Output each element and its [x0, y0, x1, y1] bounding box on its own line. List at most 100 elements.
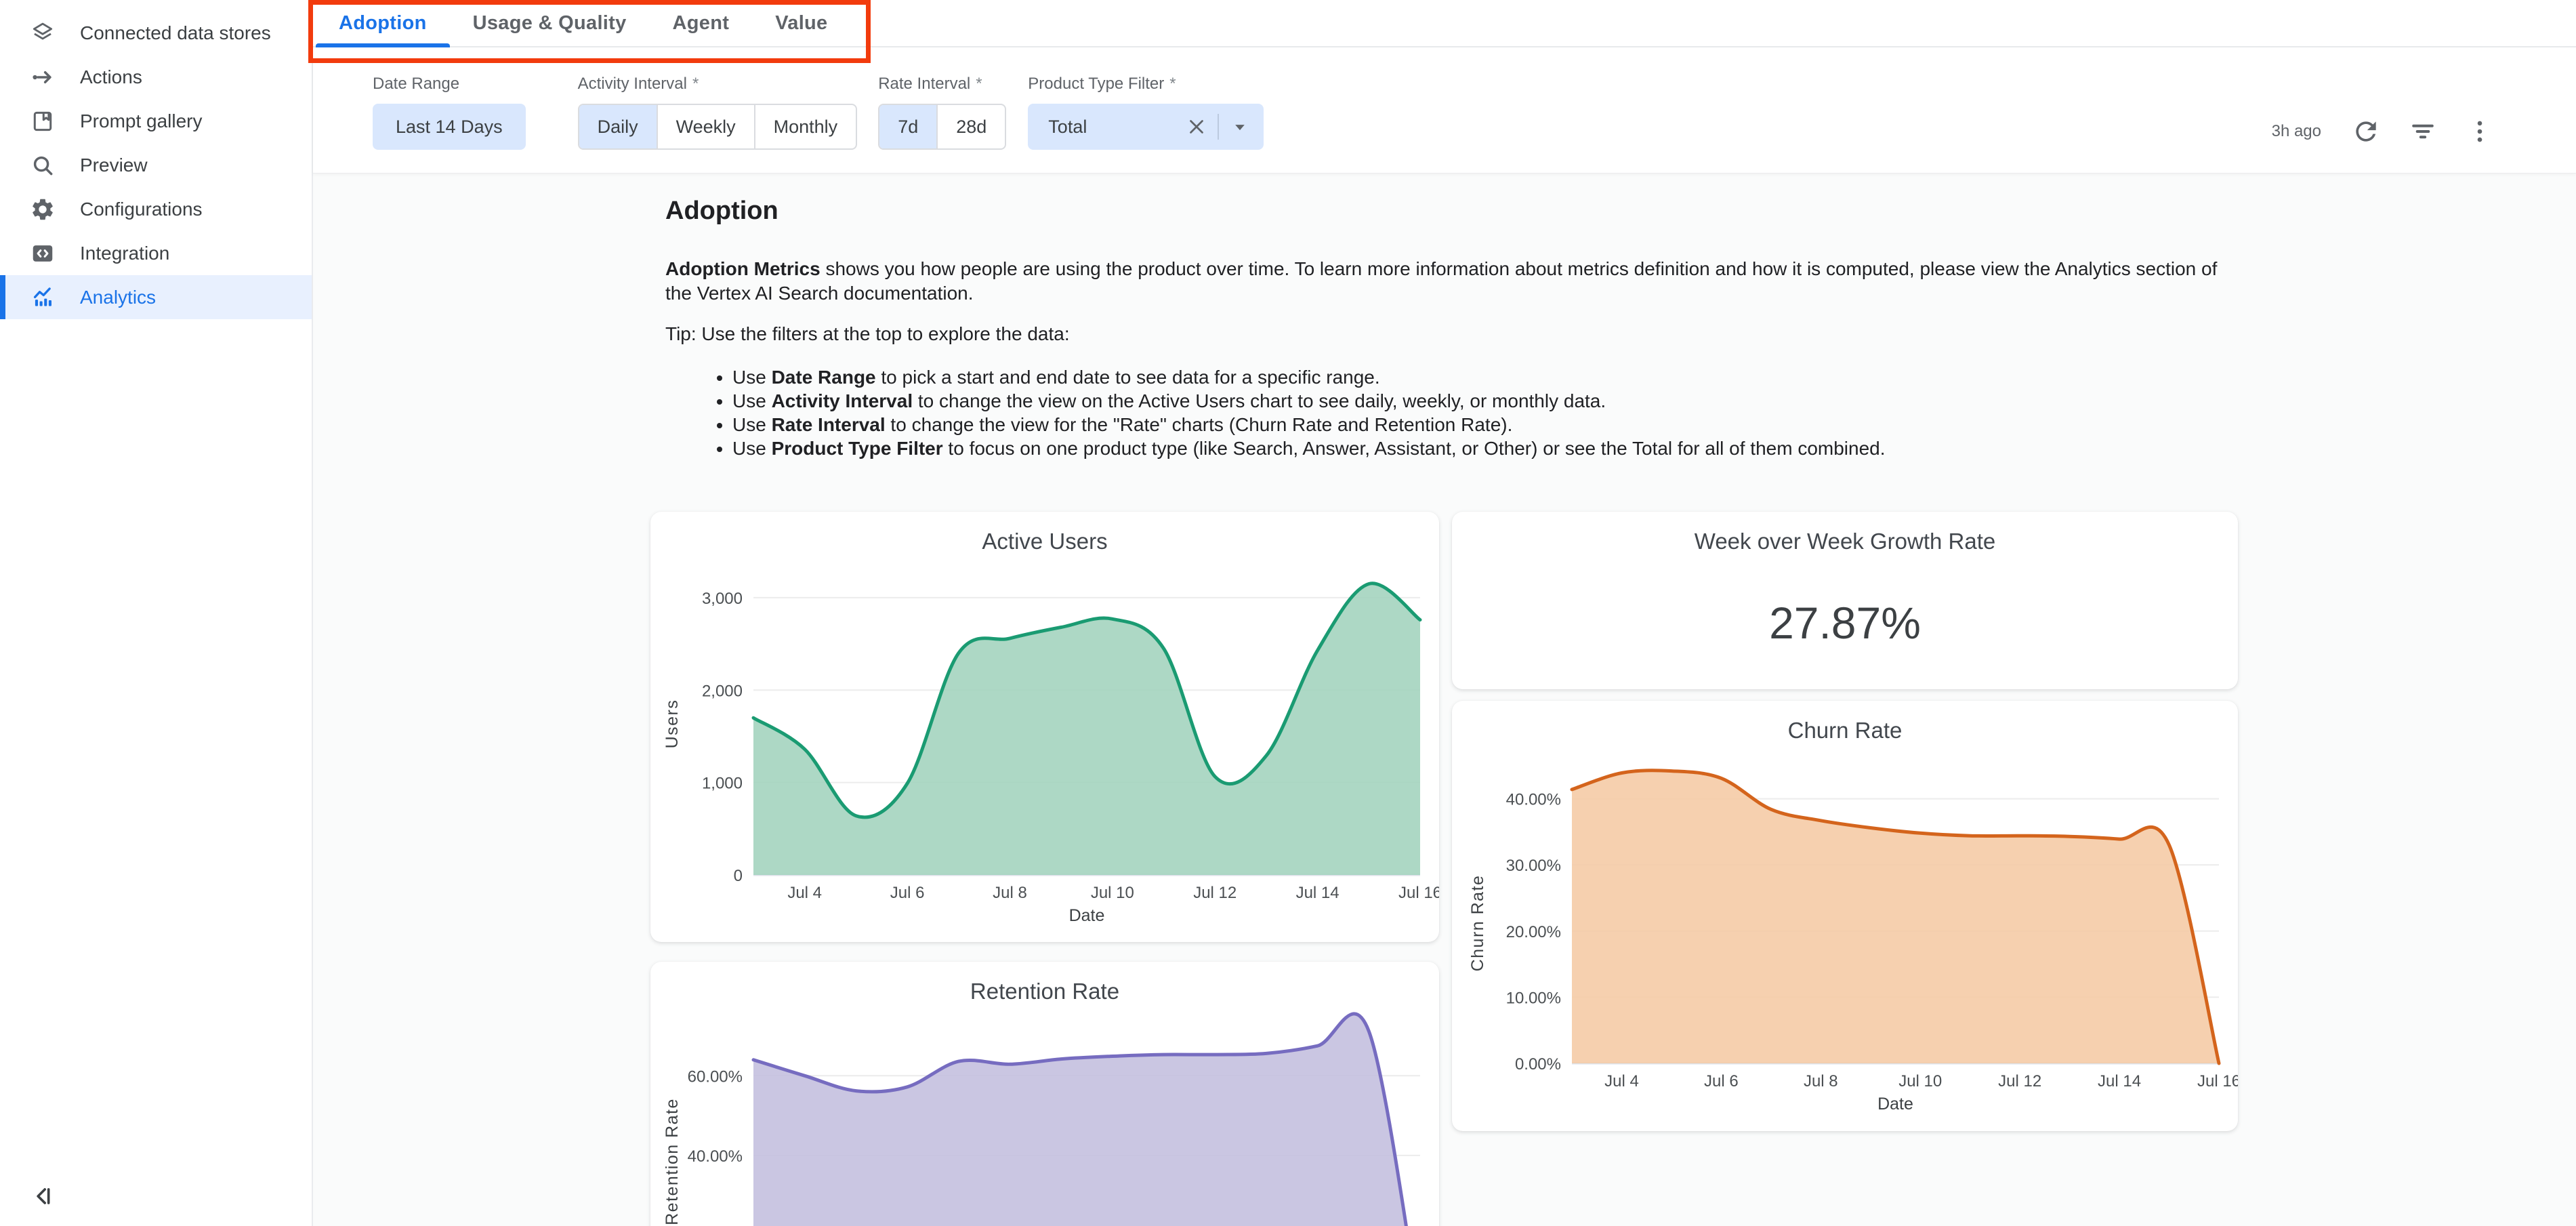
- clear-icon[interactable]: [1185, 115, 1208, 138]
- sidebar-item-integration[interactable]: Integration: [0, 231, 312, 275]
- rate-interval-segmented-control: 7d 28d: [878, 104, 1006, 150]
- last-updated-text: 3h ago: [2272, 122, 2321, 141]
- sidebar: Connected data stores Actions Prompt gal…: [0, 0, 313, 1226]
- growth-rate-value: 27.87%: [1452, 597, 2238, 649]
- activity-option-daily[interactable]: Daily: [579, 105, 658, 148]
- filter-bar: Date Range Last 14 Days Activity Interva…: [313, 47, 2576, 173]
- required-asterisk: *: [976, 75, 982, 93]
- required-asterisk: *: [692, 75, 699, 93]
- sidebar-item-configurations[interactable]: Configurations: [0, 187, 312, 231]
- sidebar-item-label: Actions: [80, 66, 142, 88]
- sidebar-item-label: Connected data stores: [80, 22, 271, 44]
- svg-text:Jul 14: Jul 14: [1296, 884, 1339, 902]
- list-item: Use Product Type Filter to focus on one …: [732, 436, 2244, 460]
- sidebar-nav: Connected data stores Actions Prompt gal…: [0, 0, 312, 319]
- active-users-card: Active Users 0 1,000 2,000 3,000 Jul 4 Jul 6 J…: [650, 512, 1439, 942]
- rate-option-28d[interactable]: 28d: [938, 105, 1005, 148]
- list-item: Use Rate Interval to change the view for…: [732, 413, 2244, 436]
- data-stores-icon: [30, 20, 56, 46]
- svg-text:Jul 12: Jul 12: [1998, 1072, 2041, 1090]
- svg-text:Jul 12: Jul 12: [1193, 884, 1237, 902]
- activity-option-monthly[interactable]: Monthly: [755, 105, 856, 148]
- list-item: Use Activity Interval to change the view…: [732, 389, 2244, 413]
- activity-interval-label: Activity Interval*: [578, 75, 858, 94]
- activity-interval-filter: Activity Interval* Daily Weekly Monthly: [578, 75, 858, 173]
- content-area: Adoption Adoption Metrics shows you how …: [313, 173, 2576, 1226]
- required-asterisk: *: [1169, 75, 1176, 93]
- svg-text:Jul 4: Jul 4: [1604, 1072, 1639, 1090]
- svg-text:Jul 4: Jul 4: [787, 884, 822, 902]
- sidebar-item-label: Integration: [80, 243, 169, 264]
- product-type-filter: Product Type Filter* Total: [1028, 75, 1264, 173]
- svg-text:2,000: 2,000: [702, 682, 743, 700]
- collapse-sidebar-button[interactable]: [27, 1181, 57, 1211]
- svg-text:Jul 8: Jul 8: [1804, 1072, 1838, 1090]
- rate-option-7d[interactable]: 7d: [879, 105, 938, 148]
- sidebar-item-label: Configurations: [80, 199, 203, 220]
- svg-text:Jul 10: Jul 10: [1898, 1072, 1942, 1090]
- preview-search-icon: [30, 152, 56, 178]
- sidebar-item-actions[interactable]: Actions: [0, 55, 312, 99]
- sidebar-item-label: Prompt gallery: [80, 110, 203, 132]
- tab-usage-quality[interactable]: Usage & Quality: [450, 0, 650, 46]
- filter-icon-button[interactable]: [2408, 117, 2438, 146]
- date-range-label: Date Range: [373, 75, 526, 94]
- chart-title: Week over Week Growth Rate: [1452, 529, 2238, 559]
- analytics-icon: [30, 285, 56, 310]
- more-options-button[interactable]: [2465, 117, 2495, 146]
- date-range-button[interactable]: Last 14 Days: [373, 104, 526, 150]
- svg-text:Jul 16: Jul 16: [1398, 884, 1439, 902]
- svg-text:Churn Rate: Churn Rate: [1468, 875, 1487, 972]
- tab-adoption[interactable]: Adoption: [316, 0, 450, 46]
- page-title: Adoption: [665, 196, 2244, 226]
- active-users-chart: 01,0002,0003,000Jul 4Jul 6Jul 8Jul 10Jul…: [650, 559, 1439, 942]
- dropdown-caret-icon[interactable]: [1228, 115, 1251, 138]
- description-block: Adoption Adoption Metrics shows you how …: [665, 196, 2244, 460]
- svg-text:40.00%: 40.00%: [688, 1147, 743, 1166]
- wow-growth-card: Week over Week Growth Rate 27.87%: [1452, 512, 2238, 689]
- svg-text:Jul 6: Jul 6: [890, 884, 925, 902]
- product-type-value: Total: [1048, 117, 1185, 138]
- svg-text:3,000: 3,000: [702, 590, 743, 608]
- tip-line: Tip: Use the filters at the top to explo…: [665, 323, 2244, 345]
- svg-text:Jul 14: Jul 14: [2098, 1072, 2141, 1090]
- tips-list: Use Date Range to pick a start and end d…: [665, 365, 2244, 460]
- sidebar-item-prompt-gallery[interactable]: Prompt gallery: [0, 99, 312, 143]
- product-type-select[interactable]: Total: [1028, 104, 1264, 150]
- retention-rate-card: Retention Rate 60.00%40.00%Jul 4Jul 6Jul…: [650, 962, 1439, 1226]
- code-icon: [30, 241, 56, 266]
- svg-text:Users: Users: [663, 699, 682, 749]
- chevron-left-bar-icon: [28, 1183, 56, 1210]
- chart-title: Retention Rate: [650, 979, 1439, 1009]
- svg-text:40.00%: 40.00%: [1506, 791, 1561, 809]
- svg-text:Date: Date: [1069, 906, 1105, 925]
- intro-paragraph: Adoption Metrics shows you how people ar…: [665, 257, 2244, 306]
- divider: [1218, 114, 1219, 140]
- sidebar-item-connected-data-stores[interactable]: Connected data stores: [0, 11, 312, 55]
- charts-grid: Active Users 0 1,000 2,000 3,000 Jul 4 Jul 6 J…: [650, 512, 2576, 1226]
- chart-title: Active Users: [650, 529, 1439, 559]
- tab-bar: Adoption Usage & Quality Agent Value: [313, 0, 2576, 47]
- refresh-button[interactable]: [2351, 117, 2381, 146]
- svg-text:20.00%: 20.00%: [1506, 923, 1561, 941]
- svg-text:1,000: 1,000: [702, 775, 743, 793]
- churn-rate-card: Churn Rate 0.00%10.00%20.00%30.00%40.00%…: [1452, 701, 2238, 1131]
- svg-text:0.00%: 0.00%: [1515, 1055, 1561, 1074]
- dashboard-toolbar: 3h ago: [2272, 117, 2495, 146]
- date-range-filter: Date Range Last 14 Days: [373, 75, 526, 173]
- sidebar-item-analytics[interactable]: Analytics: [0, 275, 312, 319]
- svg-text:0: 0: [734, 867, 743, 885]
- sidebar-item-label: Preview: [80, 155, 148, 176]
- rate-interval-label: Rate Interval*: [878, 75, 1006, 94]
- sidebar-item-preview[interactable]: Preview: [0, 143, 312, 187]
- tab-value[interactable]: Value: [752, 0, 850, 46]
- chart-title: Churn Rate: [1452, 718, 2238, 748]
- tab-agent[interactable]: Agent: [650, 0, 753, 46]
- sidebar-item-label: Analytics: [80, 287, 156, 308]
- activity-option-weekly[interactable]: Weekly: [658, 105, 755, 148]
- prompt-gallery-icon: [30, 108, 56, 134]
- app-window: Connected data stores Actions Prompt gal…: [0, 0, 2576, 1226]
- svg-text:Retention Rate: Retention Rate: [663, 1098, 682, 1225]
- svg-text:Jul 8: Jul 8: [993, 884, 1027, 902]
- svg-text:Date: Date: [1877, 1095, 1913, 1113]
